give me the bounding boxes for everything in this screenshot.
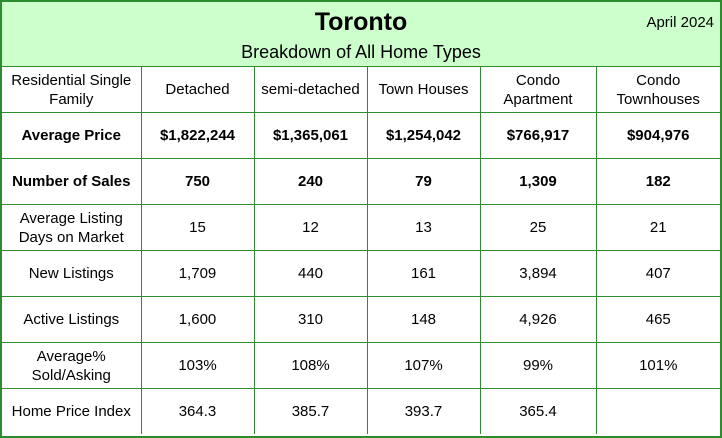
table-cell: 13	[367, 204, 481, 251]
table-cell: 393.7	[367, 388, 481, 434]
column-header: Detached	[141, 67, 255, 113]
table-cell: 21	[596, 204, 720, 251]
column-header: Condo Apartment	[480, 67, 597, 113]
column-header: semi-detached	[254, 67, 368, 113]
table-cell: 107%	[367, 342, 481, 389]
table-header-row: Residential Single Family Detached semi-…	[2, 67, 720, 113]
table-cell: 148	[367, 296, 481, 343]
table-cell: 4,926	[480, 296, 597, 343]
table-cell: 99%	[480, 342, 597, 389]
table-row-home-price-index: Home Price Index 364.3 385.7 393.7 365.4	[2, 388, 720, 435]
table-cell: 103%	[141, 342, 255, 389]
column-header: Condo Townhouses	[596, 67, 720, 113]
table-cell: 240	[254, 158, 368, 205]
table-cell: $904,976	[596, 112, 720, 159]
table-row-number-of-sales: Number of Sales 750 240 79 1,309 182	[2, 158, 720, 205]
report-header: Toronto Breakdown of All Home Types Apri…	[2, 2, 720, 67]
table-cell: 1,709	[141, 250, 255, 297]
table-cell: 750	[141, 158, 255, 205]
table-row-active-listings: Active Listings 1,600 310 148 4,926 465	[2, 296, 720, 343]
column-header: Town Houses	[367, 67, 481, 113]
row-label: Average Listing Days on Market	[2, 204, 142, 251]
row-label: Active Listings	[2, 296, 142, 343]
row-label: Average% Sold/Asking	[2, 342, 142, 389]
table-cell: 25	[480, 204, 597, 251]
table-cell: 465	[596, 296, 720, 343]
page-subtitle: Breakdown of All Home Types	[241, 42, 481, 62]
table-cell: 15	[141, 204, 255, 251]
table-cell: $1,254,042	[367, 112, 481, 159]
table-cell: 364.3	[141, 388, 255, 434]
table-row-average-price: Average Price $1,822,244 $1,365,061 $1,2…	[2, 112, 720, 159]
table-cell: 101%	[596, 342, 720, 389]
table-cell: 385.7	[254, 388, 368, 434]
table-cell	[596, 389, 720, 435]
table-row-days-on-market: Average Listing Days on Market 15 12 13 …	[2, 204, 720, 251]
table-cell: 108%	[254, 342, 368, 389]
table-cell: 12	[254, 204, 368, 251]
table-cell: 440	[254, 250, 368, 297]
table-row-new-listings: New Listings 1,709 440 161 3,894 407	[2, 250, 720, 297]
row-label: New Listings	[2, 250, 142, 297]
table-cell: 407	[596, 250, 720, 297]
table-cell: 3,894	[480, 250, 597, 297]
table-cell: $766,917	[480, 112, 597, 159]
corner-label: Residential Single Family	[2, 67, 142, 113]
table-cell: 365.4	[480, 388, 597, 434]
table-cell: 79	[367, 158, 481, 205]
home-types-table: Residential Single Family Detached semi-…	[2, 67, 720, 434]
table-cell: 182	[596, 158, 720, 205]
table-cell: $1,365,061	[254, 112, 368, 159]
row-label: Number of Sales	[2, 158, 142, 205]
table-row-sold-asking: Average% Sold/Asking 103% 108% 107% 99% …	[2, 342, 720, 389]
table-cell: 1,600	[141, 296, 255, 343]
table-cell: $1,822,244	[141, 112, 255, 159]
table-cell: 310	[254, 296, 368, 343]
table-cell: 161	[367, 250, 481, 297]
row-label: Home Price Index	[2, 388, 142, 434]
table-cell: 1,309	[480, 158, 597, 205]
row-label: Average Price	[2, 112, 142, 159]
report-date: April 2024	[646, 14, 714, 31]
page-title: Toronto	[314, 8, 408, 36]
